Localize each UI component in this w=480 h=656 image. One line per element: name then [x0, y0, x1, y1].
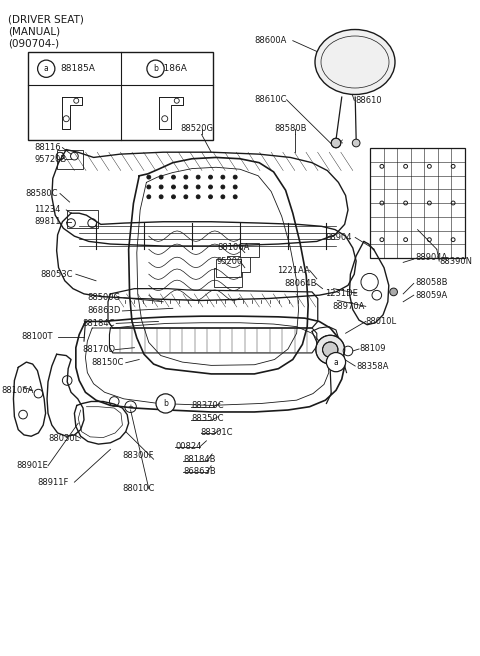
Circle shape	[196, 195, 200, 199]
Circle shape	[159, 195, 163, 199]
Text: a: a	[44, 64, 48, 73]
Text: 1231DE: 1231DE	[325, 289, 358, 298]
Text: 1221AA: 1221AA	[277, 266, 310, 275]
Text: ✕: ✕	[337, 140, 343, 146]
Text: 86863B: 86863B	[183, 466, 216, 476]
Circle shape	[171, 195, 175, 199]
Text: 88109: 88109	[359, 344, 385, 354]
Text: 88600A: 88600A	[254, 36, 287, 45]
Text: 88100T: 88100T	[21, 332, 53, 341]
Circle shape	[221, 195, 225, 199]
Circle shape	[209, 175, 213, 179]
Text: 88184C: 88184C	[83, 319, 115, 328]
Circle shape	[233, 195, 237, 199]
Circle shape	[171, 175, 175, 179]
Text: 88059A: 88059A	[415, 291, 447, 300]
Bar	[28, 52, 213, 140]
Circle shape	[159, 185, 163, 189]
Circle shape	[221, 175, 225, 179]
Circle shape	[352, 139, 360, 147]
Bar	[57, 150, 83, 169]
Bar	[216, 259, 241, 277]
Circle shape	[331, 138, 341, 148]
Text: 88520G: 88520G	[180, 124, 213, 133]
Bar	[370, 148, 465, 258]
Circle shape	[37, 60, 55, 77]
Text: a: a	[334, 358, 338, 367]
Text: (MANUAL): (MANUAL)	[8, 26, 60, 36]
Circle shape	[316, 335, 345, 364]
Circle shape	[147, 175, 151, 179]
Text: 88010C: 88010C	[122, 484, 155, 493]
Text: b: b	[163, 399, 168, 408]
Text: 88185A: 88185A	[60, 64, 95, 73]
Text: 88350C: 88350C	[191, 414, 224, 423]
Text: 88904A: 88904A	[415, 253, 447, 262]
Text: 88186A: 88186A	[153, 64, 188, 73]
Text: 88064B: 88064B	[284, 279, 317, 288]
Text: 00824: 00824	[175, 441, 202, 451]
Text: 88106A: 88106A	[1, 386, 33, 395]
Circle shape	[233, 175, 237, 179]
Text: 88580C: 88580C	[25, 189, 58, 198]
Text: 88150C: 88150C	[91, 358, 123, 367]
Bar	[240, 243, 259, 257]
Text: 88970A: 88970A	[333, 302, 365, 311]
Text: (090704-): (090704-)	[8, 38, 59, 48]
Circle shape	[171, 185, 175, 189]
Circle shape	[196, 175, 200, 179]
Circle shape	[323, 342, 338, 358]
Ellipse shape	[315, 30, 395, 94]
Circle shape	[196, 185, 200, 189]
Text: +: +	[128, 403, 133, 410]
Circle shape	[159, 175, 163, 179]
Circle shape	[156, 394, 175, 413]
Text: 88300F: 88300F	[122, 451, 154, 461]
Bar	[214, 268, 242, 287]
Text: 88116: 88116	[35, 143, 61, 152]
Text: 88610C: 88610C	[254, 95, 287, 104]
Text: 88184B: 88184B	[183, 455, 216, 464]
Text: (DRIVER SEAT): (DRIVER SEAT)	[8, 14, 84, 24]
Text: 88901E: 88901E	[17, 461, 48, 470]
Text: 88904: 88904	[325, 233, 352, 242]
Text: 88610: 88610	[355, 96, 382, 105]
Circle shape	[184, 185, 188, 189]
Bar	[67, 210, 98, 228]
Text: 95200: 95200	[217, 256, 243, 266]
Text: 88580B: 88580B	[275, 124, 307, 133]
Circle shape	[209, 195, 213, 199]
Text: 88370C: 88370C	[191, 401, 224, 410]
Circle shape	[221, 185, 225, 189]
Bar	[227, 256, 250, 272]
Circle shape	[184, 175, 188, 179]
Circle shape	[147, 195, 151, 199]
Text: 88053C: 88053C	[41, 270, 73, 279]
Text: 86863D: 86863D	[87, 306, 121, 316]
Text: 88911F: 88911F	[37, 478, 69, 487]
Circle shape	[147, 185, 151, 189]
Text: 89811: 89811	[35, 217, 61, 226]
Circle shape	[390, 288, 397, 296]
Text: 11234: 11234	[35, 205, 61, 215]
Circle shape	[209, 185, 213, 189]
Text: 88390N: 88390N	[439, 256, 472, 266]
Text: 88010L: 88010L	[366, 317, 397, 326]
Text: 88058B: 88058B	[415, 277, 448, 287]
Circle shape	[326, 352, 346, 372]
Text: 88106A: 88106A	[217, 243, 249, 252]
Text: 88358A: 88358A	[356, 361, 389, 371]
Text: 88170D: 88170D	[83, 345, 116, 354]
Circle shape	[147, 60, 164, 77]
Circle shape	[233, 185, 237, 189]
Text: b: b	[153, 64, 158, 73]
Text: 95720B: 95720B	[35, 155, 67, 164]
Circle shape	[184, 195, 188, 199]
Text: 88030L: 88030L	[48, 434, 79, 443]
Text: 88500G: 88500G	[87, 293, 120, 302]
Text: 88301C: 88301C	[201, 428, 233, 438]
